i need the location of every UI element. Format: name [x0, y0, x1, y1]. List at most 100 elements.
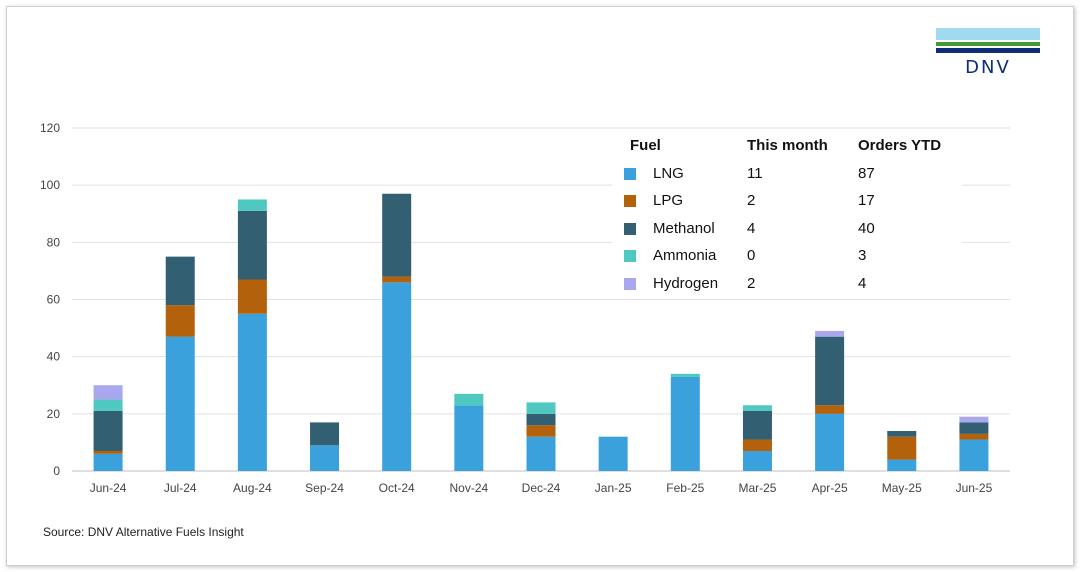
- bar-lpg-jul-24: [165, 305, 195, 337]
- bar-ammonia-nov-24: [454, 393, 484, 406]
- x-tick-label: Dec-24: [522, 481, 561, 495]
- bar-methanol-apr-25: [815, 336, 845, 406]
- legend-orders-ytd-methanol: 40: [858, 219, 875, 237]
- x-tick-label: Sep-24: [305, 481, 344, 495]
- legend-fuel-lng: LNG: [653, 164, 684, 182]
- x-tick-label: Jun-25: [956, 481, 993, 495]
- source-note: Source: DNV Alternative Fuels Insight: [43, 525, 244, 539]
- bar-methanol-sep-24: [310, 422, 340, 446]
- legend-fuel-hydrogen: Hydrogen: [653, 274, 719, 292]
- bar-lng-nov-24: [454, 405, 484, 471]
- x-tick-label: Nov-24: [450, 481, 489, 495]
- legend-swatch-hydrogen: [624, 277, 636, 290]
- logo-stripe-green: [936, 42, 1040, 46]
- x-tick-label: Feb-25: [666, 481, 704, 495]
- bar-ammonia-mar-25: [742, 405, 772, 411]
- x-tick-label: Jan-25: [595, 481, 632, 495]
- bar-lng-jun-25: [959, 439, 989, 471]
- bar-lpg-aug-24: [237, 279, 267, 314]
- bar-hydrogen-jun-24: [93, 385, 123, 400]
- bar-ammonia-dec-24: [526, 402, 556, 414]
- legend-this-month-ammonia: 0: [747, 247, 756, 264]
- legend-header-row: Fuel This month Orders YTD: [612, 132, 962, 160]
- bar-lng-sep-24: [310, 445, 340, 471]
- bar-ammonia-feb-25: [670, 373, 700, 377]
- bar-lpg-may-25: [887, 436, 917, 460]
- bar-lpg-dec-24: [526, 425, 556, 437]
- y-tick-label: 120: [40, 121, 60, 135]
- legend-this-month-lng: 11: [747, 164, 763, 182]
- bar-methanol-aug-24: [237, 210, 267, 280]
- legend-header-fuel: Fuel: [630, 137, 661, 154]
- legend-swatch-methanol: [624, 222, 636, 235]
- bar-lpg-apr-25: [815, 405, 845, 414]
- legend-swatch-lpg: [624, 195, 636, 207]
- bars: [93, 193, 989, 471]
- legend-fuel-methanol: Methanol: [653, 219, 715, 237]
- bar-methanol-mar-25: [742, 410, 772, 440]
- legend-row-lng: LNG 11 87: [612, 160, 962, 188]
- logo-stripe-light-blue: [936, 28, 1040, 40]
- x-tick-label: May-25: [882, 481, 922, 495]
- bar-ammonia-aug-24: [237, 199, 267, 211]
- x-tick-label: Aug-24: [233, 481, 272, 495]
- legend-header-this-month: This month: [747, 137, 828, 154]
- bar-lng-jan-25: [598, 436, 628, 471]
- legend-row-methanol: Methanol 4 40: [612, 215, 962, 243]
- y-tick-label: 40: [47, 350, 61, 364]
- legend-fuel-lpg: LPG: [653, 192, 684, 209]
- legend-this-month-hydrogen: 2: [747, 274, 756, 292]
- bar-lng-mar-25: [742, 450, 772, 471]
- legend-row-ammonia: Ammonia 0 3: [612, 242, 962, 270]
- bar-methanol-jun-24: [93, 410, 123, 451]
- bar-lng-may-25: [887, 459, 917, 471]
- x-axis-ticks: Jun-24 Jul-24 Aug-24 Sep-24 Oct-24 Nov-24 Dec-…: [90, 481, 993, 495]
- x-tick-label: Apr-25: [812, 481, 848, 495]
- bar-lng-feb-25: [670, 376, 700, 471]
- legend-swatch-ammonia: [624, 250, 636, 262]
- legend-orders-ytd-ammonia: 3: [858, 247, 867, 264]
- legend-swatch-lng: [624, 167, 636, 180]
- y-tick-label: 20: [47, 407, 61, 421]
- bar-methanol-jun-25: [959, 422, 989, 434]
- bar-lng-aug-24: [237, 313, 267, 471]
- y-tick-label: 100: [40, 178, 60, 192]
- bar-lng-oct-24: [382, 282, 412, 471]
- x-tick-label: Jun-24: [90, 481, 127, 495]
- legend-fuel-ammonia: Ammonia: [653, 247, 717, 264]
- bar-hydrogen-apr-25: [815, 330, 845, 337]
- logo-stripe-dark-blue: [936, 48, 1040, 53]
- bar-lng-dec-24: [526, 436, 556, 471]
- legend-table: Fuel This month Orders YTD LNG 11 87 LPG…: [612, 132, 962, 297]
- bar-lng-jul-24: [165, 336, 195, 471]
- bar-lpg-jun-25: [959, 433, 989, 440]
- legend-row-hydrogen: Hydrogen 2 4: [612, 270, 962, 298]
- legend-orders-ytd-lpg: 17: [858, 192, 875, 209]
- y-axis-ticks: 0 20 40 60 80 100 120: [40, 121, 60, 478]
- bar-methanol-may-25: [887, 430, 917, 437]
- legend-this-month-methanol: 4: [747, 219, 756, 237]
- bar-methanol-jul-24: [165, 256, 195, 306]
- bar-lpg-jun-24: [93, 450, 123, 454]
- legend-orders-ytd-hydrogen: 4: [858, 274, 867, 292]
- bar-methanol-oct-24: [382, 193, 412, 277]
- legend-header-orders-ytd: Orders YTD: [858, 137, 942, 154]
- bar-lpg-oct-24: [382, 276, 412, 283]
- bar-lpg-mar-25: [742, 439, 772, 451]
- bar-methanol-dec-24: [526, 413, 556, 426]
- logo-text: DNV: [965, 57, 1011, 78]
- bar-lng-jun-24: [93, 453, 123, 471]
- bar-lng-apr-25: [815, 413, 845, 471]
- y-tick-label: 60: [47, 293, 61, 307]
- y-tick-label: 0: [53, 464, 60, 478]
- legend-row-lpg: LPG 2 17: [612, 187, 962, 215]
- bar-ammonia-jun-24: [93, 399, 123, 411]
- legend-this-month-lpg: 2: [747, 192, 756, 209]
- bar-hydrogen-jun-25: [959, 416, 989, 423]
- x-tick-label: Jul-24: [164, 481, 197, 495]
- x-tick-label: Mar-25: [738, 481, 776, 495]
- legend-orders-ytd-lng: 87: [858, 164, 875, 182]
- y-tick-label: 80: [47, 235, 61, 249]
- dnv-logo: DNV: [936, 28, 1040, 78]
